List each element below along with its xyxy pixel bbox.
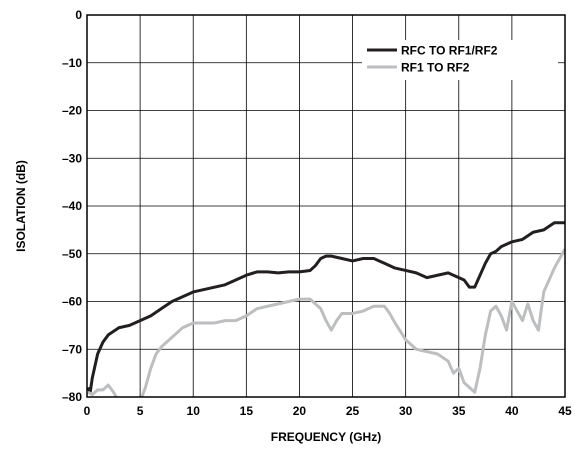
x-tick-label: 5 bbox=[137, 404, 144, 418]
y-tick-label: –80 bbox=[62, 390, 82, 404]
y-tick-label: –10 bbox=[62, 56, 82, 70]
x-tick-labels: 0 5 10 15 20 25 30 35 40 45 bbox=[84, 404, 572, 418]
legend-background bbox=[362, 40, 558, 80]
series-line-rfc-to-rf1-rf2 bbox=[87, 221, 565, 394]
x-tick-label: 10 bbox=[187, 404, 201, 418]
x-tick-label: 15 bbox=[240, 404, 254, 418]
series-layer bbox=[87, 221, 565, 397]
x-tick-label: 0 bbox=[84, 404, 91, 418]
y-tick-label: 0 bbox=[75, 8, 82, 22]
plot-frame bbox=[86, 14, 566, 398]
x-tick-label: 30 bbox=[399, 404, 413, 418]
x-axis-title: FREQUENCY (GHz) bbox=[271, 430, 381, 444]
y-tick-label: –20 bbox=[62, 104, 82, 118]
y-tick-label: –30 bbox=[62, 151, 82, 165]
series-line-rf1-to-rf2 bbox=[87, 248, 565, 397]
x-tick-label: 20 bbox=[293, 404, 307, 418]
x-tick-label: 35 bbox=[452, 404, 466, 418]
y-tick-label: –70 bbox=[62, 342, 82, 356]
legend-label-rfc: RFC TO RF1/RF2 bbox=[401, 44, 498, 58]
x-tick-label: 45 bbox=[558, 404, 572, 418]
y-tick-label: –60 bbox=[62, 295, 82, 309]
x-tick-label: 25 bbox=[346, 404, 360, 418]
legend-label-rf1: RF1 TO RF2 bbox=[401, 61, 470, 75]
x-tick-label: 40 bbox=[505, 404, 519, 418]
y-tick-label: –40 bbox=[62, 199, 82, 213]
y-tick-labels: 0 –10 –20 –30 –40 –50 –60 –70 –80 bbox=[62, 8, 82, 404]
y-tick-label: –50 bbox=[62, 247, 82, 261]
y-axis-title: ISOLATION (dB) bbox=[14, 160, 28, 252]
legend: RFC TO RF1/RF2 RF1 TO RF2 bbox=[362, 40, 558, 80]
